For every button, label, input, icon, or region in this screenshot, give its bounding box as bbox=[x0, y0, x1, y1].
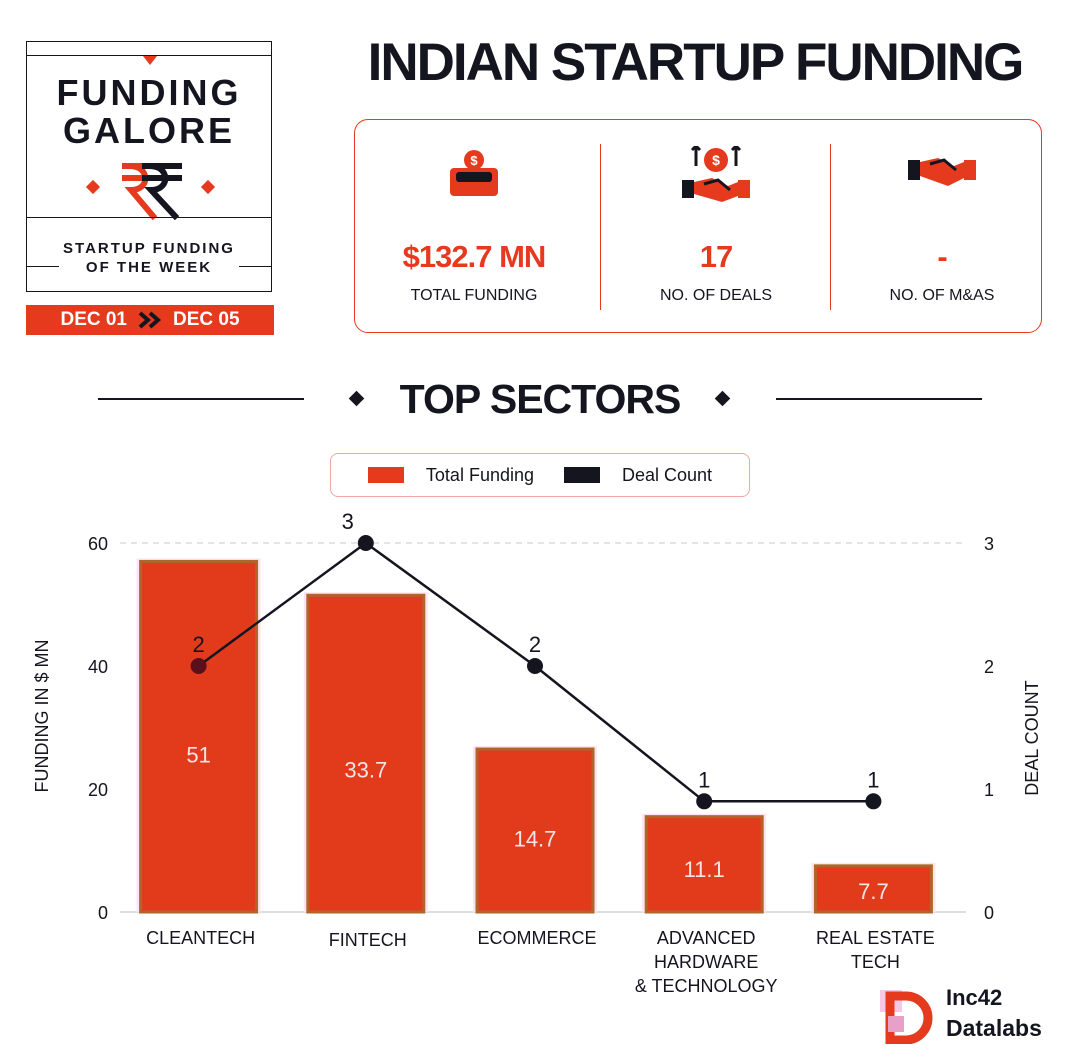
stat-label: NO. OF DEALS bbox=[659, 287, 773, 304]
category-label: & TECHNOLOGY bbox=[635, 976, 778, 996]
badge-title: FUNDING GALORE bbox=[27, 74, 271, 150]
deal-count-point bbox=[190, 658, 207, 674]
handshake-icon bbox=[908, 158, 976, 186]
deal-count-label: 2 bbox=[192, 632, 204, 657]
bar-value-label: 51 bbox=[186, 742, 210, 767]
badge-subtitle-line2: OF THE WEEK bbox=[85, 259, 213, 276]
category-label: ADVANCED bbox=[657, 928, 756, 948]
y2-tick-label: 2 bbox=[984, 657, 994, 677]
y-axis-title: FUNDING IN $ MN bbox=[32, 640, 52, 793]
category-label: FINTECH bbox=[329, 930, 407, 950]
deal-count-point bbox=[865, 793, 882, 810]
bar-1 bbox=[306, 593, 426, 914]
stats-panel: $ $132.7 MN TOTAL FUNDING $ 17 NO. OF DE… bbox=[354, 119, 1042, 333]
deal-count-label: 1 bbox=[698, 767, 710, 792]
category-label: CLEANTECH bbox=[146, 928, 255, 948]
deal-count-point bbox=[696, 793, 713, 810]
stat-separator bbox=[600, 144, 601, 310]
date-range-banner: DEC 01 DEC 05 bbox=[26, 305, 274, 335]
badge-title-line1: FUNDING bbox=[56, 72, 242, 113]
badge-sub-rule-right bbox=[239, 266, 271, 267]
y-tick-label: 20 bbox=[88, 780, 108, 800]
date-start: DEC 01 bbox=[60, 309, 127, 330]
stat-label: NO. OF M&AS bbox=[889, 287, 995, 304]
brand-logo: Inc42 Datalabs bbox=[880, 984, 1070, 1048]
stat-total-funding: $ $132.7 MN TOTAL FUNDING bbox=[360, 120, 588, 334]
category-label: HARDWARE bbox=[654, 952, 758, 972]
legend-swatch-line bbox=[564, 467, 600, 483]
svg-text:$: $ bbox=[470, 153, 478, 168]
badge-title-line2: GALORE bbox=[62, 110, 235, 151]
badge-notch bbox=[143, 56, 157, 65]
category-label: ECOMMERCE bbox=[477, 928, 596, 948]
y2-tick-label: 3 bbox=[984, 534, 994, 554]
bar-3 bbox=[644, 815, 764, 914]
bar-value-label: 7.7 bbox=[858, 879, 889, 904]
handshake-dollar-icon: $ bbox=[682, 146, 750, 202]
deal-count-point bbox=[527, 658, 543, 674]
bar-4 bbox=[813, 864, 933, 914]
bar-2 bbox=[475, 747, 595, 914]
chart-legend: Total Funding Deal Count bbox=[330, 453, 750, 497]
legend-item-total-funding: Total Funding bbox=[367, 464, 534, 486]
money-box-icon: $ bbox=[450, 150, 498, 196]
funding-galore-badge: FUNDING GALORE STARTUP FUNDING OF THE WE… bbox=[26, 41, 272, 292]
rupee-icon bbox=[122, 162, 182, 220]
section-rule-right bbox=[776, 398, 982, 400]
stat-separator bbox=[830, 144, 831, 310]
badge-subtitle-line1: STARTUP FUNDING bbox=[63, 240, 235, 257]
y-tick-label: 0 bbox=[98, 903, 108, 923]
svg-text:$: $ bbox=[712, 152, 720, 168]
category-label: REAL ESTATE bbox=[816, 928, 935, 948]
bar-0 bbox=[139, 559, 259, 914]
y-tick-label: 60 bbox=[88, 534, 108, 554]
category-label: TECH bbox=[851, 952, 900, 972]
page-title: INDIAN STARTUP FUNDING bbox=[367, 33, 1025, 92]
deal-count-point bbox=[357, 535, 374, 551]
y2-axis-title: DEAL COUNT bbox=[1022, 680, 1042, 795]
bar-value-label: 11.1 bbox=[684, 857, 725, 882]
bar-value-label: 33.7 bbox=[344, 757, 387, 782]
section-title: TOP SECTORS bbox=[399, 376, 682, 422]
date-end: DEC 05 bbox=[173, 309, 240, 330]
badge-sub-rule-left bbox=[27, 266, 59, 267]
legend-item-deal-count: Deal Count bbox=[564, 465, 712, 486]
datalabs-logo-icon bbox=[880, 990, 933, 1044]
deal-count-label: 2 bbox=[529, 632, 541, 657]
double-chevron-icon bbox=[138, 311, 162, 329]
legend-label: Total Funding bbox=[425, 464, 534, 485]
brand-line1: Inc42 bbox=[946, 985, 1003, 1010]
stat-value: $132.7 MN bbox=[402, 239, 547, 274]
stat-no-of-deals: $ 17 NO. OF DEALS bbox=[602, 120, 830, 334]
badge-top-rule bbox=[27, 55, 271, 56]
stat-value: 17 bbox=[699, 239, 733, 274]
bar-value-label: 14.7 bbox=[514, 827, 557, 852]
brand-line2: Datalabs bbox=[946, 1015, 1042, 1041]
legend-label: Deal Count bbox=[622, 464, 713, 485]
rupee-row bbox=[27, 154, 271, 224]
badge-divider bbox=[27, 217, 271, 218]
legend-swatch-bar bbox=[367, 467, 404, 483]
y2-tick-label: 0 bbox=[984, 903, 994, 923]
badge-subtitle: STARTUP FUNDING OF THE WEEK bbox=[27, 239, 271, 277]
deal-count-label: 3 bbox=[342, 509, 354, 534]
deal-count-label: 1 bbox=[867, 767, 879, 792]
y2-tick-label: 1 bbox=[984, 780, 994, 800]
y-tick-label: 40 bbox=[88, 657, 108, 677]
stat-value: - bbox=[937, 239, 947, 274]
stat-label: TOTAL FUNDING bbox=[410, 287, 538, 304]
stat-no-of-manda: - NO. OF M&AS bbox=[828, 120, 1056, 334]
section-rule-left bbox=[98, 398, 304, 400]
